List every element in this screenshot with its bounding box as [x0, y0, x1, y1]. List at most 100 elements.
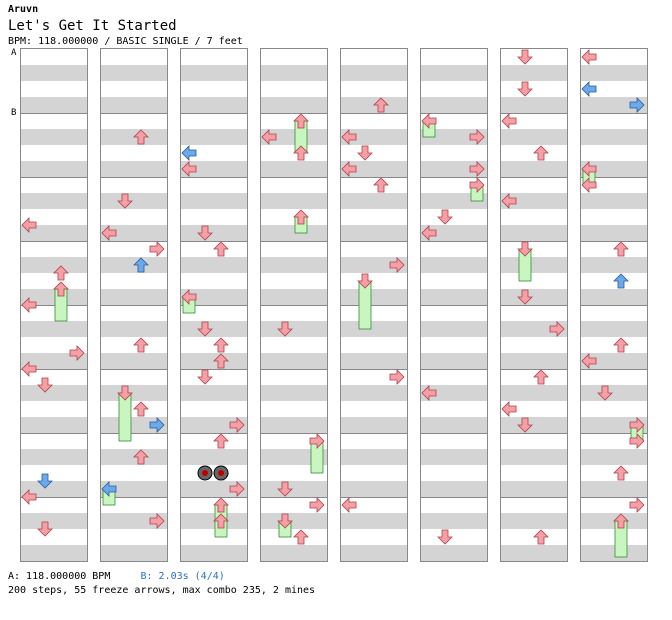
beat-stripe	[421, 129, 487, 145]
left-arrow-icon	[341, 161, 357, 177]
beat-stripe	[21, 417, 87, 433]
beat-stripe	[261, 385, 327, 401]
beat-stripe	[581, 65, 647, 81]
beat-stripe	[261, 481, 327, 497]
lane-6	[420, 48, 488, 562]
beat-stripe	[181, 257, 247, 273]
lane-notes	[101, 129, 165, 529]
measure-line	[101, 113, 167, 114]
right-arrow-icon	[629, 433, 645, 449]
beat-stripe	[261, 449, 327, 465]
up-arrow-icon	[213, 433, 229, 449]
measure-line	[101, 177, 167, 178]
beat-stripe	[341, 385, 407, 401]
measure-line	[21, 497, 87, 498]
beat-stripe	[261, 321, 327, 337]
up-arrow-icon	[213, 337, 229, 353]
lane-7	[500, 48, 568, 562]
down-arrow-icon	[37, 521, 53, 537]
left-arrow-icon	[21, 361, 37, 377]
measure-line	[261, 177, 327, 178]
beat-stripe	[421, 257, 487, 273]
beat-stripe	[421, 321, 487, 337]
up-arrow-icon	[213, 241, 229, 257]
beat-stripe	[341, 289, 407, 305]
beat-stripe	[501, 417, 567, 433]
beat-stripe	[181, 161, 247, 177]
beat-stripe	[101, 65, 167, 81]
beat-stripe	[581, 289, 647, 305]
beat-stripe	[101, 97, 167, 113]
left-arrow-icon	[581, 353, 597, 369]
measure-line	[21, 433, 87, 434]
measure-line	[501, 433, 567, 434]
measure-line	[261, 241, 327, 242]
beat-stripe	[261, 513, 327, 529]
marker-b: B	[11, 108, 17, 118]
up-arrow-icon	[133, 449, 149, 465]
measure-line	[21, 113, 87, 114]
beat-stripe	[581, 161, 647, 177]
down-arrow-icon	[517, 81, 533, 97]
beat-stripe	[421, 193, 487, 209]
up-arrow-icon	[533, 369, 549, 385]
down-arrow-icon	[517, 241, 533, 257]
measure-line	[101, 497, 167, 498]
beat-stripe	[21, 513, 87, 529]
down-arrow-icon	[277, 481, 293, 497]
beat-stripe	[501, 257, 567, 273]
measure-line	[181, 241, 247, 242]
left-arrow-icon	[181, 289, 197, 305]
beat-stripe	[341, 161, 407, 177]
beat-stripe	[421, 481, 487, 497]
right-arrow-icon	[149, 417, 165, 433]
beat-stripe	[341, 449, 407, 465]
measure-line	[421, 369, 487, 370]
beat-stripe	[501, 161, 567, 177]
beat-stripe	[21, 257, 87, 273]
beat-stripe	[21, 449, 87, 465]
left-arrow-icon	[21, 217, 37, 233]
up-arrow-icon	[133, 257, 149, 273]
beat-stripe	[421, 449, 487, 465]
down-arrow-icon	[357, 273, 373, 289]
up-arrow-icon	[613, 513, 629, 529]
left-arrow-icon	[421, 385, 437, 401]
measure-line	[501, 497, 567, 498]
right-arrow-icon	[469, 161, 485, 177]
right-arrow-icon	[629, 97, 645, 113]
up-arrow-icon	[533, 529, 549, 545]
measure-line	[341, 497, 407, 498]
beat-stripe	[181, 449, 247, 465]
measure-line	[341, 177, 407, 178]
right-arrow-icon	[69, 345, 85, 361]
beat-stripe	[341, 225, 407, 241]
measure-line	[581, 497, 647, 498]
measure-line	[181, 433, 247, 434]
lane-notes	[181, 145, 245, 538]
beat-stripe	[341, 193, 407, 209]
up-arrow-icon	[133, 129, 149, 145]
beat-stripe	[501, 513, 567, 529]
measure-line	[181, 113, 247, 114]
beat-stripe	[181, 65, 247, 81]
down-arrow-icon	[357, 145, 373, 161]
song-title: Let's Get It Started	[8, 18, 177, 34]
right-arrow-icon	[469, 129, 485, 145]
beat-stripe	[501, 353, 567, 369]
measure-line	[421, 241, 487, 242]
beat-stripe	[181, 289, 247, 305]
lane-notes	[341, 97, 405, 513]
beat-stripe	[101, 545, 167, 561]
left-arrow-icon	[101, 481, 117, 497]
right-arrow-icon	[229, 481, 245, 497]
left-arrow-icon	[341, 497, 357, 513]
beat-stripe	[341, 513, 407, 529]
measure-line	[581, 369, 647, 370]
mine-core	[218, 470, 224, 476]
beat-stripe	[181, 545, 247, 561]
beat-stripe	[181, 321, 247, 337]
beat-stripe	[501, 225, 567, 241]
right-arrow-icon	[149, 513, 165, 529]
measure-line	[101, 433, 167, 434]
